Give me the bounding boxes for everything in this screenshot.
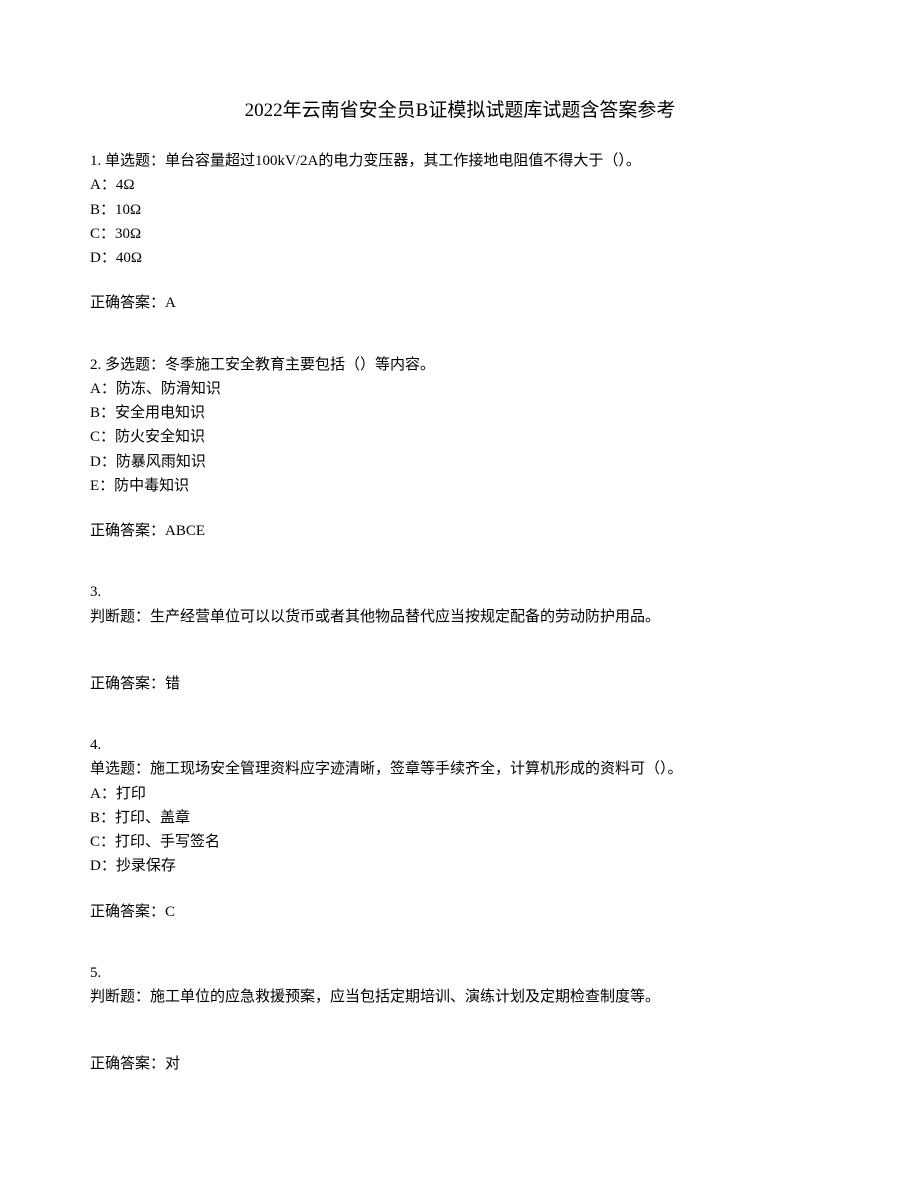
option: C：防火安全知识 — [90, 426, 830, 449]
answer: 正确答案：A — [90, 292, 830, 315]
question-block: 2. 多选题：冬季施工安全教育主要包括（）等内容。A：防冻、防滑知识B：安全用电… — [90, 354, 830, 544]
question-stem: 判断题：施工单位的应急救援预案，应当包括定期培训、演练计划及定期检查制度等。 — [90, 986, 830, 1009]
option: B：打印、盖章 — [90, 807, 830, 830]
option: D：抄录保存 — [90, 855, 830, 878]
question-block: 1. 单选题：单台容量超过100kV/2A的电力变压器，其工作接地电阻值不得大于… — [90, 150, 830, 316]
answer: 正确答案：对 — [90, 1053, 830, 1076]
answer: 正确答案：C — [90, 901, 830, 924]
option: C：打印、手写签名 — [90, 831, 830, 854]
question-stem: 判断题：生产经营单位可以以货币或者其他物品替代应当按规定配备的劳动防护用品。 — [90, 606, 830, 629]
option: B：安全用电知识 — [90, 402, 830, 425]
option: A：防冻、防滑知识 — [90, 378, 830, 401]
question-number: 3. — [90, 581, 830, 604]
answer: 正确答案：错 — [90, 673, 830, 696]
option: D：防暴风雨知识 — [90, 451, 830, 474]
question-stem: 2. 多选题：冬季施工安全教育主要包括（）等内容。 — [90, 354, 830, 377]
answer: 正确答案：ABCE — [90, 520, 830, 543]
option: A：打印 — [90, 783, 830, 806]
option: C：30Ω — [90, 223, 830, 246]
question-block: 4.单选题：施工现场安全管理资料应字迹清晰，签章等手续齐全，计算机形成的资料可（… — [90, 734, 830, 924]
question-stem: 1. 单选题：单台容量超过100kV/2A的电力变压器，其工作接地电阻值不得大于… — [90, 150, 830, 173]
option: B：10Ω — [90, 199, 830, 222]
question-number: 4. — [90, 734, 830, 757]
question-number: 5. — [90, 962, 830, 985]
question-block: 5.判断题：施工单位的应急救援预案，应当包括定期培训、演练计划及定期检查制度等。… — [90, 962, 830, 1077]
option: D：40Ω — [90, 247, 830, 270]
questions-container: 1. 单选题：单台容量超过100kV/2A的电力变压器，其工作接地电阻值不得大于… — [90, 150, 830, 1077]
question-block: 3.判断题：生产经营单位可以以货币或者其他物品替代应当按规定配备的劳动防护用品。… — [90, 581, 830, 696]
document-title: 2022年云南省安全员B证模拟试题库试题含答案参考 — [90, 95, 830, 122]
option: A：4Ω — [90, 174, 830, 197]
option: E：防中毒知识 — [90, 475, 830, 498]
question-stem: 单选题：施工现场安全管理资料应字迹清晰，签章等手续齐全，计算机形成的资料可（）。 — [90, 758, 830, 781]
